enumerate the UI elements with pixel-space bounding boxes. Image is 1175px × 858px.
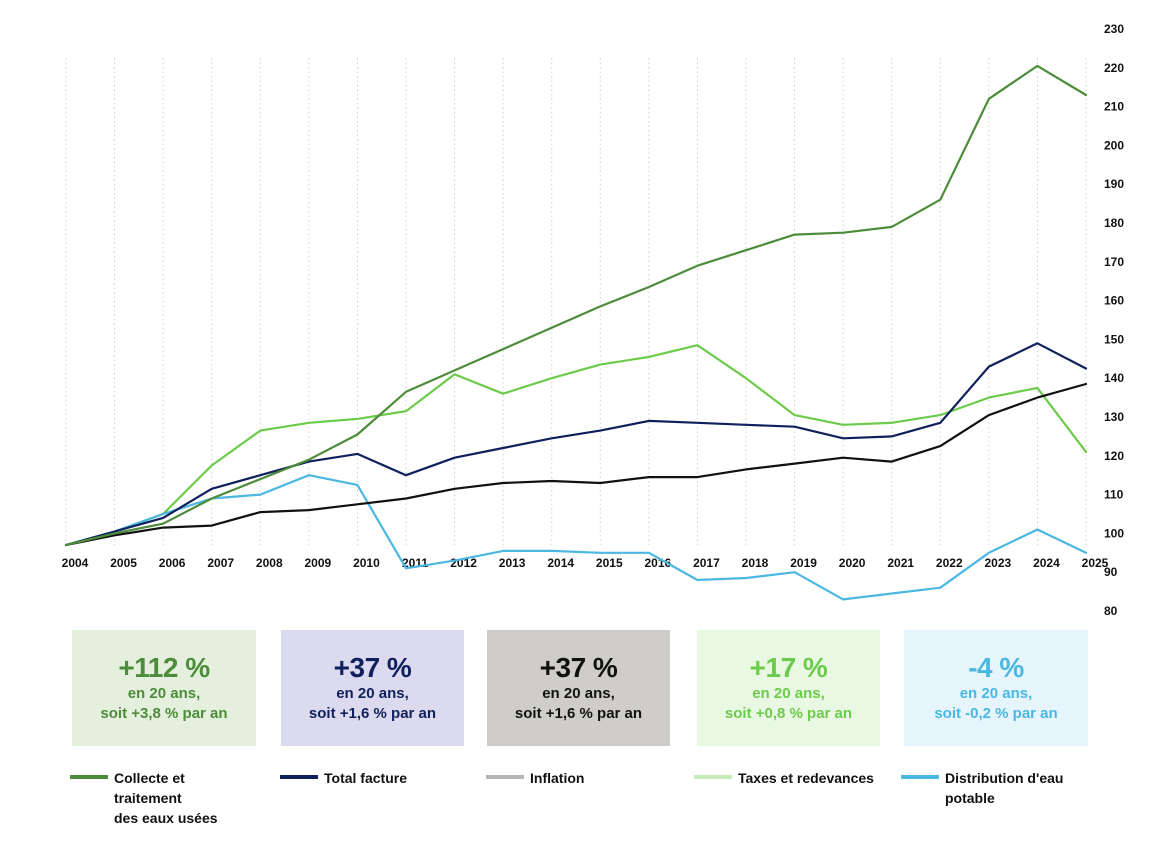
kpi-period: en 20 ans, — [959, 685, 1033, 702]
x-tick-label: 2024 — [1033, 556, 1060, 570]
series-line-collecte — [64, 64, 1088, 547]
legend-item-distribution: Distribution d'eau potable — [901, 768, 1063, 808]
x-tick-label: 2021 — [887, 556, 914, 570]
y-tick-label: 230 — [1104, 22, 1124, 36]
legend-item-collecte: Collecte et traitement des eaux usées — [70, 768, 218, 828]
kpi-card-inflation: +37 % en 20 ans, soit +1,6 % par an — [487, 630, 670, 746]
kpi-card-collecte: +112 % en 20 ans, soit +3,8 % par an — [72, 630, 256, 746]
series-line-taxes — [64, 344, 1088, 547]
line-chart: 80 90 100 110 120 130 140 150 160 170 180 190 200 210… — [62, 22, 1125, 618]
y-tick-label: 190 — [1104, 177, 1124, 191]
legend-label: Inflation — [530, 770, 585, 786]
x-tick-label: 2023 — [985, 556, 1012, 570]
legend-label: Collecte et traitement des eaux usées — [114, 770, 218, 826]
kpi-card-distribution: -4 % en 20 ans, soit -0,2 % par an — [904, 630, 1088, 746]
y-tick-label: 90 — [1104, 565, 1118, 579]
kpi-period: en 20 ans, — [542, 685, 615, 702]
legend-label: Taxes et redevances — [738, 770, 874, 786]
legend-swatch — [901, 775, 939, 779]
y-tick-label: 210 — [1104, 100, 1124, 114]
x-tick-label: 2015 — [596, 556, 623, 570]
legend-swatch — [486, 775, 524, 779]
x-tick-label: 2019 — [790, 556, 817, 570]
kpi-value: +17 % — [749, 652, 828, 683]
legend-label: Distribution d'eau potable — [945, 770, 1064, 806]
kpi-card-taxes: +17 % en 20 ans, soit +0,8 % par an — [697, 630, 880, 746]
legend-swatch — [70, 775, 108, 779]
x-tick-label: 2006 — [159, 556, 186, 570]
kpi-annual: soit +0,8 % par an — [724, 705, 853, 722]
kpi-annual: soit +1,6 % par an — [308, 705, 437, 722]
y-tick-label: 130 — [1104, 410, 1124, 424]
series-line-distribution — [64, 474, 1088, 601]
legend-item-total: Total facture — [280, 768, 407, 788]
legend-label: Total facture — [324, 770, 407, 786]
x-tick-label: 2022 — [936, 556, 963, 570]
legend-swatch — [694, 775, 732, 779]
kpi-value: +37 % — [539, 652, 618, 683]
x-tick-label: 2017 — [693, 556, 720, 570]
kpi-annual: soit +3,8 % par an — [100, 705, 228, 722]
kpi-annual: soit +1,6 % par an — [514, 705, 643, 722]
x-tick-label: 2008 — [256, 556, 283, 570]
y-tick-label: 120 — [1104, 449, 1124, 463]
y-tick-label: 110 — [1104, 488, 1124, 502]
y-tick-label: 170 — [1104, 255, 1124, 269]
y-tick-label: 80 — [1104, 604, 1118, 618]
kpi-card-total: +37 % en 20 ans, soit +1,6 % par an — [281, 630, 464, 746]
kpi-period: en 20 ans, — [336, 685, 409, 702]
y-tick-label: 100 — [1104, 526, 1124, 540]
kpi-value: +112 % — [118, 652, 210, 683]
y-tick-label: 150 — [1104, 332, 1124, 346]
y-tick-label: 220 — [1104, 61, 1124, 75]
series-line-inflation — [64, 382, 1088, 547]
y-tick-label: 200 — [1104, 138, 1124, 152]
kpi-value: +37 % — [333, 652, 412, 683]
x-tick-label: 2013 — [499, 556, 526, 570]
y-tick-label: 180 — [1104, 216, 1124, 230]
kpi-period: en 20 ans, — [127, 685, 201, 702]
x-tick-label: 2010 — [353, 556, 380, 570]
y-tick-label: 160 — [1104, 294, 1124, 308]
x-tick-label: 2009 — [305, 556, 332, 570]
x-tick-label: 2020 — [839, 556, 866, 570]
x-tick-label: 2016 — [645, 556, 672, 570]
x-tick-label: 2014 — [547, 556, 574, 570]
kpi-value: -4 % — [968, 652, 1024, 683]
kpi-period: en 20 ans, — [752, 685, 825, 702]
x-tick-label: 2004 — [62, 556, 89, 570]
series-line-total — [64, 342, 1088, 547]
kpi-annual: soit -0,2 % par an — [934, 705, 1058, 722]
legend-item-inflation: Inflation — [486, 768, 584, 788]
x-tick-label: 2007 — [207, 556, 234, 570]
y-tick-label: 140 — [1104, 371, 1124, 385]
x-tick-label: 2025 — [1082, 556, 1109, 570]
x-tick-label: 2005 — [110, 556, 137, 570]
legend-swatch — [280, 775, 318, 779]
legend-item-taxes: Taxes et redevances — [694, 768, 874, 788]
x-tick-label: 2018 — [742, 556, 769, 570]
